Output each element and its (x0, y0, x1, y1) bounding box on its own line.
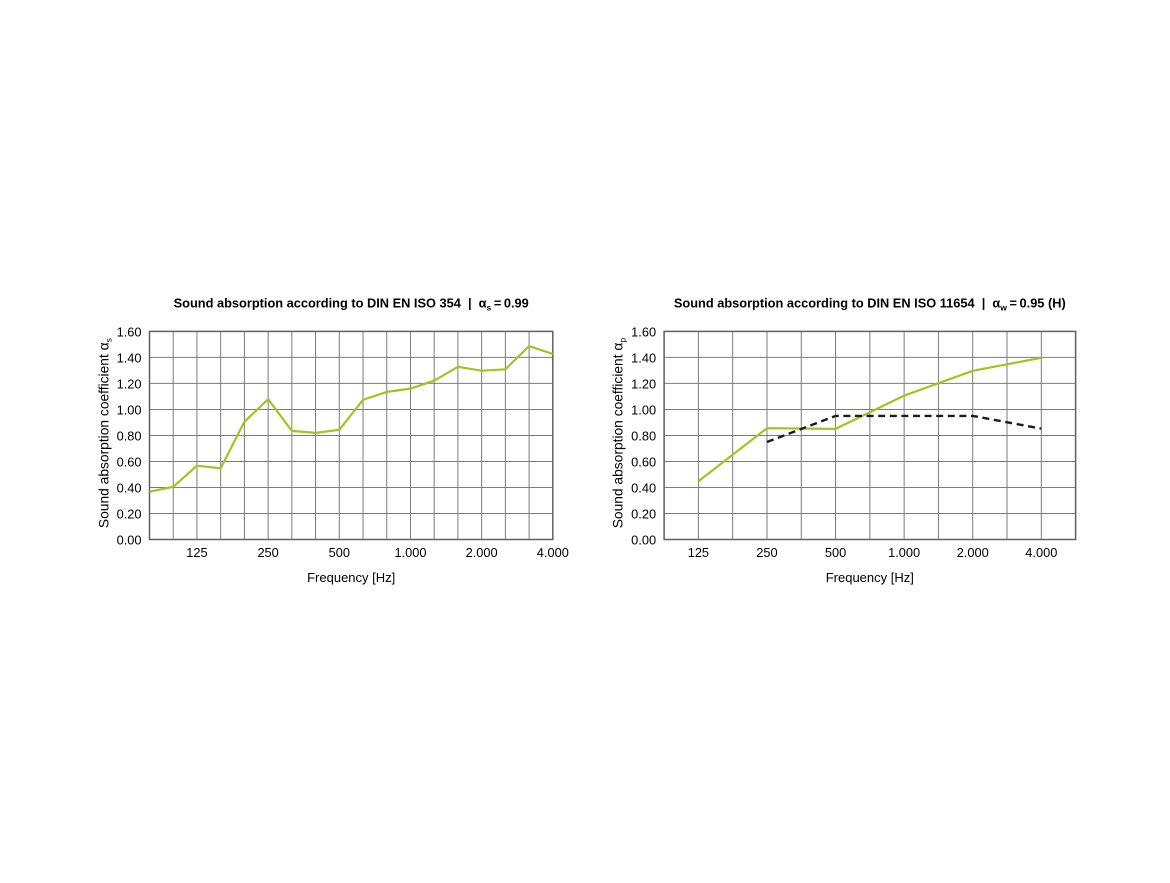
svg-text:Frequency [Hz]: Frequency [Hz] (826, 570, 914, 585)
svg-text:1.60: 1.60 (631, 324, 656, 339)
svg-text:1.00: 1.00 (117, 402, 142, 417)
svg-text:Sound absorption according to: Sound absorption according to DIN EN ISO… (674, 296, 1066, 313)
svg-text:Sound absorption coefficient α: Sound absorption coefficient αp (611, 338, 628, 529)
svg-text:125: 125 (186, 545, 207, 560)
svg-text:0.40: 0.40 (631, 480, 656, 495)
svg-text:0.20: 0.20 (631, 506, 656, 521)
svg-text:1.20: 1.20 (117, 376, 142, 391)
svg-text:Frequency [Hz]: Frequency [Hz] (307, 570, 395, 585)
svg-text:500: 500 (825, 545, 846, 560)
svg-text:2.000: 2.000 (957, 545, 989, 560)
svg-text:500: 500 (329, 545, 350, 560)
svg-text:0.60: 0.60 (117, 454, 142, 469)
svg-text:125: 125 (688, 545, 709, 560)
svg-text:0.00: 0.00 (117, 533, 142, 548)
svg-text:1.60: 1.60 (117, 324, 142, 339)
svg-text:4.000: 4.000 (537, 545, 569, 560)
svg-text:1.20: 1.20 (631, 376, 656, 391)
svg-text:1.40: 1.40 (117, 350, 142, 365)
svg-text:0.80: 0.80 (117, 428, 142, 443)
svg-text:0.00: 0.00 (631, 533, 656, 548)
svg-text:1.00: 1.00 (631, 402, 656, 417)
svg-text:250: 250 (257, 545, 278, 560)
svg-text:0.20: 0.20 (117, 506, 142, 521)
svg-text:0.60: 0.60 (631, 454, 656, 469)
svg-text:2.000: 2.000 (466, 545, 498, 560)
svg-text:1.40: 1.40 (631, 350, 656, 365)
svg-text:1.000: 1.000 (888, 545, 920, 560)
svg-text:Sound absorption according to: Sound absorption according to DIN EN ISO… (174, 296, 529, 313)
svg-text:Sound absorption coefficient α: Sound absorption coefficient αs (97, 338, 114, 528)
svg-text:0.80: 0.80 (631, 428, 656, 443)
svg-text:1.000: 1.000 (394, 545, 426, 560)
svg-text:0.40: 0.40 (117, 480, 142, 495)
svg-text:250: 250 (756, 545, 777, 560)
svg-text:4.000: 4.000 (1025, 545, 1057, 560)
